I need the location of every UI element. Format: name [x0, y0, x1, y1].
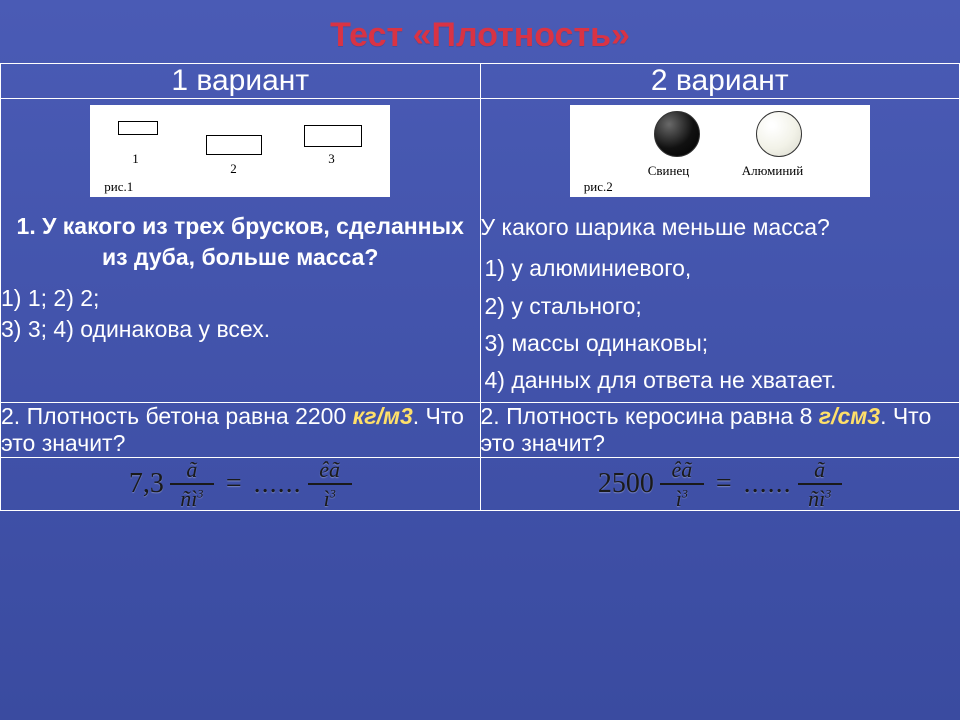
v1-q1-opts-line2: 3) 3; 4) одинакова у всех.	[1, 314, 480, 345]
v2-figure: Свинец Алюминий рис.2	[570, 105, 870, 197]
bar-2-label: 2	[230, 161, 237, 177]
v2-q3-cell: 2500 êã ì3 = ...... ã ñì3	[480, 457, 960, 510]
v2-q1-prompt: У какого шарика меньше масса?	[481, 211, 960, 244]
dots-placeholder: ......	[744, 468, 792, 500]
v1-q3-frac1: ã ñì3	[170, 458, 214, 510]
v1-f2-den: ì3	[324, 487, 336, 510]
v1-f1-exp: 3	[197, 486, 203, 500]
v1-q2-pre: 2. Плотность бетона равна 2200	[1, 403, 353, 429]
ball-lead-label: Свинец	[648, 163, 689, 179]
v2-fig-caption: рис.2	[584, 179, 613, 195]
v1-q3-cell: 7,3 ã ñì3 = ...... êã ì3	[1, 457, 481, 510]
fraction-line-icon	[308, 483, 352, 485]
v2-f2-den-base: ñì	[808, 486, 825, 511]
v2-f2-den: ñì3	[808, 487, 831, 510]
v2-q2-cell: 2. Плотность керосина равна 8 г/см3. Что…	[480, 402, 960, 457]
v2-q2-unit: г/см3	[819, 403, 880, 429]
v1-q2-cell: 2. Плотность бетона равна 2200 кг/м3. Чт…	[1, 402, 481, 457]
v1-q3-formula: 7,3 ã ñì3 = ...... êã ì3	[1, 458, 480, 510]
v1-f1-den: ñì3	[180, 487, 203, 510]
bar-1-label: 1	[132, 151, 139, 167]
v1-f2-num: êã	[319, 458, 340, 481]
quiz-table: 1 вариант 2 вариант 1 2 3 рис.1 1. У как…	[0, 63, 960, 511]
v2-f1-num: êã	[671, 458, 692, 481]
v1-q1-text: 1. У какого из трех брусков, сделанных и…	[1, 211, 480, 345]
equals-sign: =	[716, 468, 732, 500]
ball-lead	[654, 111, 700, 157]
variant1-header: 1 вариант	[1, 64, 481, 99]
v2-q1-text: У какого шарика меньше масса? 1) у алюми…	[481, 211, 960, 398]
bar-1	[118, 121, 158, 135]
v1-q3-lead: 7,3	[129, 468, 164, 500]
variant2-header: 2 вариант	[480, 64, 960, 99]
v1-q1-opts-line1: 1) 1; 2) 2;	[1, 283, 480, 314]
dots-placeholder: ......	[254, 468, 302, 500]
v1-f2-exp: 3	[330, 486, 336, 500]
v1-figure: 1 2 3 рис.1	[90, 105, 390, 197]
v2-q1-opt2: 2) у стального;	[481, 290, 960, 323]
v1-f1-num: ã	[186, 458, 197, 481]
v1-q1-cell: 1 2 3 рис.1 1. У какого из трех брусков,…	[1, 99, 481, 403]
bar-2	[206, 135, 262, 155]
v2-q1-opt3: 3) массы одинаковы;	[481, 327, 960, 360]
v1-q2-unit: кг/м3	[353, 403, 413, 429]
bar-3	[304, 125, 362, 147]
ball-aluminum	[756, 111, 802, 157]
v2-q3-lead: 2500	[598, 468, 654, 500]
v2-f1-den: ì3	[676, 487, 688, 510]
v2-q1-cell: Свинец Алюминий рис.2 У какого шарика ме…	[480, 99, 960, 403]
v2-f2-num: ã	[814, 458, 825, 481]
v2-q2-pre: 2. Плотность керосина равна 8	[481, 403, 819, 429]
v2-q3-formula: 2500 êã ì3 = ...... ã ñì3	[481, 458, 960, 510]
v2-f2-exp: 3	[825, 486, 831, 500]
v2-q3-frac2: ã ñì3	[798, 458, 842, 510]
v1-fig-caption: рис.1	[104, 179, 133, 195]
v1-f1-den-base: ñì	[180, 486, 197, 511]
v2-q3-frac1: êã ì3	[660, 458, 704, 510]
fraction-line-icon	[660, 483, 704, 485]
v2-q1-opt4: 4) данных для ответа не хватает.	[481, 364, 960, 397]
ball-aluminum-label: Алюминий	[742, 163, 803, 179]
page-title: Тест «Плотность»	[0, 0, 960, 63]
fraction-line-icon	[170, 483, 214, 485]
v2-f1-exp: 3	[682, 486, 688, 500]
v1-q3-frac2: êã ì3	[308, 458, 352, 510]
v2-q1-opt1: 1) у алюминиевого,	[481, 252, 960, 285]
equals-sign: =	[226, 468, 242, 500]
fraction-line-icon	[798, 483, 842, 485]
v1-q1-prompt: 1. У какого из трех брусков, сделанных и…	[1, 211, 480, 273]
bar-3-label: 3	[328, 151, 335, 167]
